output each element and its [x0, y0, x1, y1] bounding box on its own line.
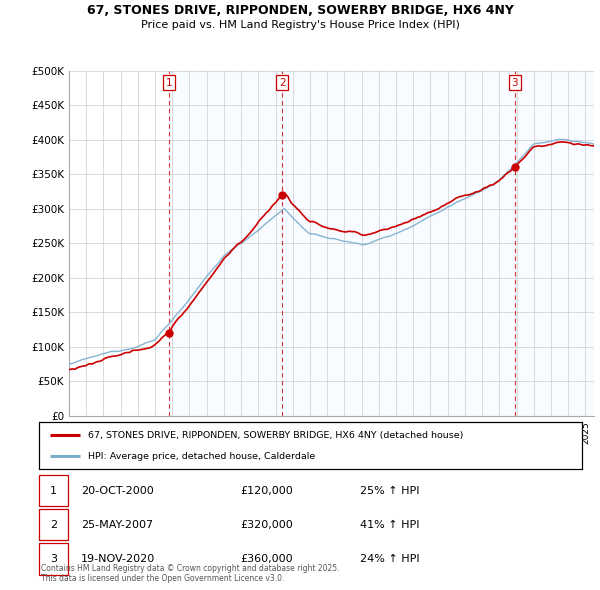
- Text: 25-MAY-2007: 25-MAY-2007: [81, 520, 153, 530]
- Text: £360,000: £360,000: [240, 554, 293, 564]
- Text: 1: 1: [50, 486, 57, 496]
- Text: 2: 2: [279, 78, 286, 88]
- Text: 2: 2: [50, 520, 57, 530]
- Text: 1: 1: [166, 78, 172, 88]
- Bar: [169, 71, 282, 416]
- Text: 3: 3: [50, 554, 57, 564]
- Bar: [515, 71, 594, 416]
- Text: 41% ↑ HPI: 41% ↑ HPI: [360, 520, 419, 530]
- Text: 67, STONES DRIVE, RIPPONDEN, SOWERBY BRIDGE, HX6 4NY (detached house): 67, STONES DRIVE, RIPPONDEN, SOWERBY BRI…: [88, 431, 463, 440]
- Text: 67, STONES DRIVE, RIPPONDEN, SOWERBY BRIDGE, HX6 4NY: 67, STONES DRIVE, RIPPONDEN, SOWERBY BRI…: [86, 4, 514, 17]
- Text: 19-NOV-2020: 19-NOV-2020: [81, 554, 155, 564]
- Text: 25% ↑ HPI: 25% ↑ HPI: [360, 486, 419, 496]
- Text: £120,000: £120,000: [240, 486, 293, 496]
- Text: Price paid vs. HM Land Registry's House Price Index (HPI): Price paid vs. HM Land Registry's House …: [140, 20, 460, 30]
- Bar: [282, 71, 515, 416]
- Text: 20-OCT-2000: 20-OCT-2000: [81, 486, 154, 496]
- Text: HPI: Average price, detached house, Calderdale: HPI: Average price, detached house, Cald…: [88, 452, 315, 461]
- Text: 24% ↑ HPI: 24% ↑ HPI: [360, 554, 419, 564]
- Text: Contains HM Land Registry data © Crown copyright and database right 2025.
This d: Contains HM Land Registry data © Crown c…: [41, 563, 340, 583]
- Text: £320,000: £320,000: [240, 520, 293, 530]
- Text: 3: 3: [511, 78, 518, 88]
